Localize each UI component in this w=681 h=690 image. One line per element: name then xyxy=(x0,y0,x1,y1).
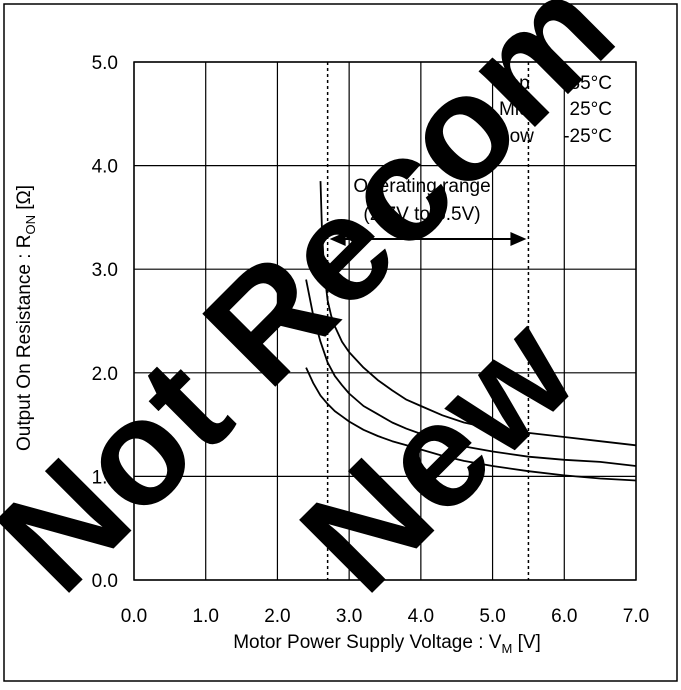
y-tick-label-5: 5.0 xyxy=(92,53,118,74)
tick-labels: 0.0 1.0 2.0 3.0 4.0 5.0 6.0 7.0 0.0 1.0 2.0 3.0 4.0 5… xyxy=(92,53,650,627)
y-axis-title-subscript: ON xyxy=(23,215,38,235)
legend: Top 85°C Mid 25°C Low -25°C xyxy=(499,73,612,147)
series-line-0 xyxy=(319,181,637,447)
plot-area-frame xyxy=(133,61,637,581)
x-tick-label-4: 4.0 xyxy=(408,606,434,627)
y-tick-label-1: 1.0 xyxy=(92,467,118,488)
legend-temp-low: -25°C xyxy=(563,126,612,147)
range-arrow-head-left xyxy=(329,232,346,246)
series-line-1 xyxy=(305,279,637,467)
annotation-range-values: (2.7V to 5.5V) xyxy=(363,204,480,225)
x-axis-title-subscript: M xyxy=(501,641,512,656)
legend-temp-mid: 25°C xyxy=(570,99,612,120)
x-tick-label-0: 0.0 xyxy=(121,606,147,627)
x-tick-label-2: 2.0 xyxy=(264,606,290,627)
x-axis-title: Motor Power Supply Voltage : VM [V] xyxy=(233,632,541,656)
range-arrow-head-right xyxy=(510,232,527,246)
operating-range-markers xyxy=(326,62,530,580)
x-tick-label-7: 7.0 xyxy=(623,606,649,627)
y-tick-label-2: 2.0 xyxy=(92,364,118,385)
x-tick-label-5: 5.0 xyxy=(479,606,505,627)
x-tick-label-3: 3.0 xyxy=(336,606,362,627)
x-axis-title-unit: [V] xyxy=(512,632,541,653)
x-tick-label-1: 1.0 xyxy=(193,606,219,627)
legend-label-mid: Mid xyxy=(499,99,530,120)
legend-label-top: Top xyxy=(499,73,530,94)
y-tick-label-4: 4.0 xyxy=(92,157,118,178)
legend-temp-top: 85°C xyxy=(570,73,612,94)
y-axis-title: Output On Resistance : RON [Ω] xyxy=(14,185,38,451)
series-lines xyxy=(305,181,637,482)
y-tick-label-3: 3.0 xyxy=(92,260,118,281)
legend-label-low: Low xyxy=(499,126,534,147)
annotation-operating-range: Operating range xyxy=(353,176,490,197)
x-tick-label-6: 6.0 xyxy=(551,606,577,627)
y-axis-title-unit: [Ω] xyxy=(14,185,35,215)
series-line-2 xyxy=(305,367,637,482)
y-tick-label-0: 0.0 xyxy=(92,571,118,592)
